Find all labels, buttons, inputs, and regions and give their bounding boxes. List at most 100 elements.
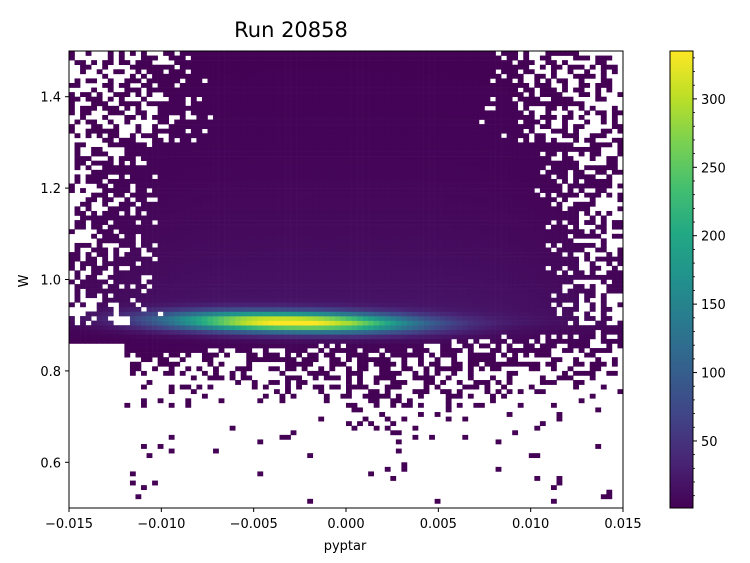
heatmap-cell	[334, 334, 341, 340]
heatmap-cell	[146, 55, 153, 61]
heatmap-cell	[301, 293, 308, 299]
heatmap-cell	[301, 51, 308, 56]
heatmap-cell	[346, 96, 352, 102]
heatmap-cell	[240, 146, 247, 152]
heatmap-cell	[163, 105, 170, 111]
heatmap-cell	[190, 142, 197, 148]
heatmap-cell	[412, 352, 419, 358]
heatmap-cell	[157, 325, 164, 331]
heatmap-cell	[490, 297, 496, 303]
heatmap-cell	[135, 293, 142, 299]
heatmap-cell	[384, 151, 391, 157]
heatmap-cell	[279, 229, 286, 235]
heatmap-cell	[346, 165, 352, 171]
heatmap-cell	[395, 73, 402, 79]
heatmap-cell	[423, 78, 430, 84]
heatmap-cell	[379, 137, 386, 143]
heatmap-cell	[229, 101, 236, 107]
heatmap-cell	[285, 348, 291, 353]
heatmap-cell	[307, 192, 314, 198]
heatmap-cell	[80, 160, 86, 166]
heatmap-cell	[329, 215, 336, 221]
heatmap-cell	[257, 338, 264, 344]
heatmap-cell	[240, 210, 247, 216]
heatmap-cell	[69, 261, 75, 267]
heatmap-cell	[401, 119, 408, 125]
heatmap-cell	[318, 192, 325, 198]
heatmap-cell	[224, 73, 230, 79]
heatmap-cell	[113, 169, 120, 175]
heatmap-cell	[456, 128, 463, 134]
heatmap-cell	[240, 82, 247, 88]
heatmap-cell	[412, 82, 419, 88]
heatmap-cell	[318, 370, 325, 376]
heatmap-cell	[478, 128, 485, 134]
heatmap-cell	[418, 288, 424, 294]
heatmap-cell	[279, 124, 286, 129]
heatmap-cell	[490, 261, 496, 267]
heatmap-cell	[429, 233, 435, 239]
heatmap-cell	[124, 210, 131, 216]
heatmap-cell	[340, 293, 347, 299]
heatmap-cell	[218, 265, 225, 271]
heatmap-cell	[91, 169, 97, 175]
heatmap-cell	[357, 270, 363, 276]
heatmap-cell	[423, 279, 430, 285]
heatmap-cell	[185, 334, 192, 340]
heatmap-cell	[362, 361, 369, 367]
heatmap-cell	[357, 302, 363, 308]
heatmap-cell	[96, 338, 103, 344]
heatmap-cell	[323, 101, 330, 107]
heatmap-cell	[329, 133, 336, 139]
heatmap-cell	[207, 101, 214, 107]
heatmap-cell	[207, 60, 214, 66]
heatmap-cell	[390, 151, 397, 157]
heatmap-cell	[456, 60, 463, 66]
heatmap-cell	[434, 288, 441, 294]
heatmap-cell	[279, 60, 286, 66]
heatmap-cell	[379, 82, 386, 88]
heatmap-cell	[346, 110, 352, 116]
heatmap-cell	[207, 133, 214, 139]
heatmap-cell	[152, 201, 158, 207]
heatmap-cell	[157, 233, 164, 239]
heatmap-cell	[168, 288, 175, 294]
heatmap-cell	[373, 325, 380, 331]
heatmap-cell	[312, 78, 319, 84]
heatmap-cell	[478, 306, 485, 312]
heatmap-cell	[318, 188, 325, 193]
heatmap-cell	[229, 274, 236, 280]
heatmap-cell	[251, 325, 258, 331]
heatmap-cell	[434, 329, 441, 335]
heatmap-cell	[262, 96, 269, 102]
heatmap-cell	[357, 265, 363, 271]
heatmap-cell	[262, 348, 269, 353]
heatmap-cell	[190, 306, 197, 312]
heatmap-cell	[456, 316, 463, 321]
heatmap-cell	[285, 293, 291, 299]
heatmap-cell	[373, 348, 380, 353]
heatmap-cell	[251, 92, 258, 97]
heatmap-cell	[296, 69, 302, 75]
heatmap-cell	[268, 73, 275, 79]
heatmap-cell	[207, 334, 214, 340]
heatmap-cell	[484, 206, 491, 212]
heatmap-cell	[218, 160, 225, 166]
heatmap-cell	[329, 325, 336, 331]
heatmap-cell	[373, 174, 380, 180]
heatmap-cell	[213, 366, 219, 372]
heatmap-cell	[406, 96, 413, 102]
heatmap-cell	[168, 110, 175, 116]
heatmap-cell	[185, 242, 192, 248]
heatmap-cell	[445, 178, 452, 184]
heatmap-cell	[135, 101, 142, 107]
heatmap-cell	[445, 197, 452, 203]
heatmap-cell	[135, 210, 142, 216]
heatmap-cell	[224, 252, 230, 257]
heatmap-cell	[190, 105, 197, 111]
heatmap-cell	[85, 252, 92, 257]
heatmap-cell	[229, 151, 236, 157]
heatmap-cell	[163, 64, 170, 70]
heatmap-cell	[390, 101, 397, 107]
heatmap-cell	[478, 137, 485, 143]
